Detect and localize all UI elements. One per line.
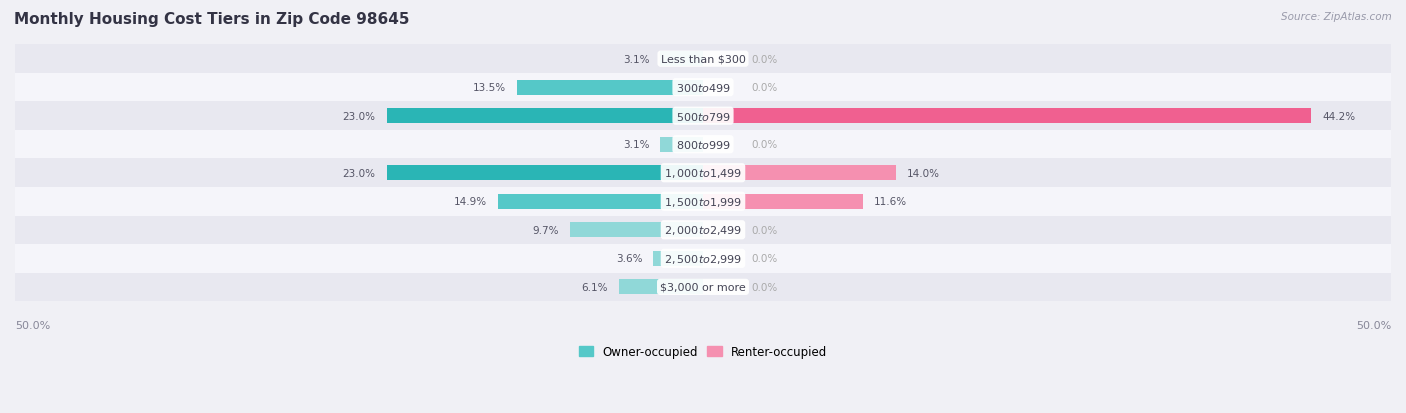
Text: $1,500 to $1,999: $1,500 to $1,999: [664, 195, 742, 208]
Text: 13.5%: 13.5%: [472, 83, 506, 93]
Text: 0.0%: 0.0%: [751, 225, 778, 235]
Bar: [569, 223, 703, 237]
Text: 50.0%: 50.0%: [15, 320, 51, 330]
Text: 23.0%: 23.0%: [343, 169, 375, 178]
Text: 50.0%: 50.0%: [1355, 320, 1391, 330]
Text: 0.0%: 0.0%: [751, 140, 778, 150]
Bar: [517, 81, 703, 95]
Bar: [1, 216, 1405, 244]
Bar: [1, 102, 1405, 131]
Text: 3.6%: 3.6%: [616, 254, 643, 263]
Bar: [1, 159, 1405, 188]
Bar: [1, 273, 1405, 301]
Text: 3.1%: 3.1%: [623, 55, 650, 64]
Text: Less than $300: Less than $300: [661, 55, 745, 64]
Bar: [619, 280, 703, 294]
Bar: [387, 166, 703, 181]
Text: Source: ZipAtlas.com: Source: ZipAtlas.com: [1281, 12, 1392, 22]
Bar: [703, 195, 863, 209]
Text: 14.0%: 14.0%: [907, 169, 939, 178]
Text: 9.7%: 9.7%: [531, 225, 558, 235]
Bar: [498, 195, 703, 209]
Legend: Owner-occupied, Renter-occupied: Owner-occupied, Renter-occupied: [574, 341, 832, 363]
Text: $800 to $999: $800 to $999: [675, 139, 731, 151]
Bar: [703, 166, 896, 181]
Bar: [1, 244, 1405, 273]
Text: 6.1%: 6.1%: [582, 282, 607, 292]
Text: $3,000 or more: $3,000 or more: [661, 282, 745, 292]
Bar: [387, 109, 703, 124]
Text: Monthly Housing Cost Tiers in Zip Code 98645: Monthly Housing Cost Tiers in Zip Code 9…: [14, 12, 409, 27]
Bar: [654, 251, 703, 266]
Text: 0.0%: 0.0%: [751, 55, 778, 64]
Bar: [703, 109, 1312, 124]
Text: 0.0%: 0.0%: [751, 254, 778, 263]
Bar: [1, 45, 1405, 74]
Text: $500 to $799: $500 to $799: [675, 110, 731, 122]
Text: 0.0%: 0.0%: [751, 282, 778, 292]
Text: $2,000 to $2,499: $2,000 to $2,499: [664, 224, 742, 237]
Text: $2,500 to $2,999: $2,500 to $2,999: [664, 252, 742, 265]
Text: 11.6%: 11.6%: [873, 197, 907, 207]
Text: 23.0%: 23.0%: [343, 112, 375, 121]
Text: $300 to $499: $300 to $499: [675, 82, 731, 94]
Text: $1,000 to $1,499: $1,000 to $1,499: [664, 167, 742, 180]
Bar: [1, 188, 1405, 216]
Bar: [661, 52, 703, 67]
Text: 3.1%: 3.1%: [623, 140, 650, 150]
Bar: [1, 131, 1405, 159]
Text: 44.2%: 44.2%: [1322, 112, 1355, 121]
Text: 14.9%: 14.9%: [454, 197, 486, 207]
Bar: [1, 74, 1405, 102]
Bar: [661, 138, 703, 152]
Text: 0.0%: 0.0%: [751, 83, 778, 93]
